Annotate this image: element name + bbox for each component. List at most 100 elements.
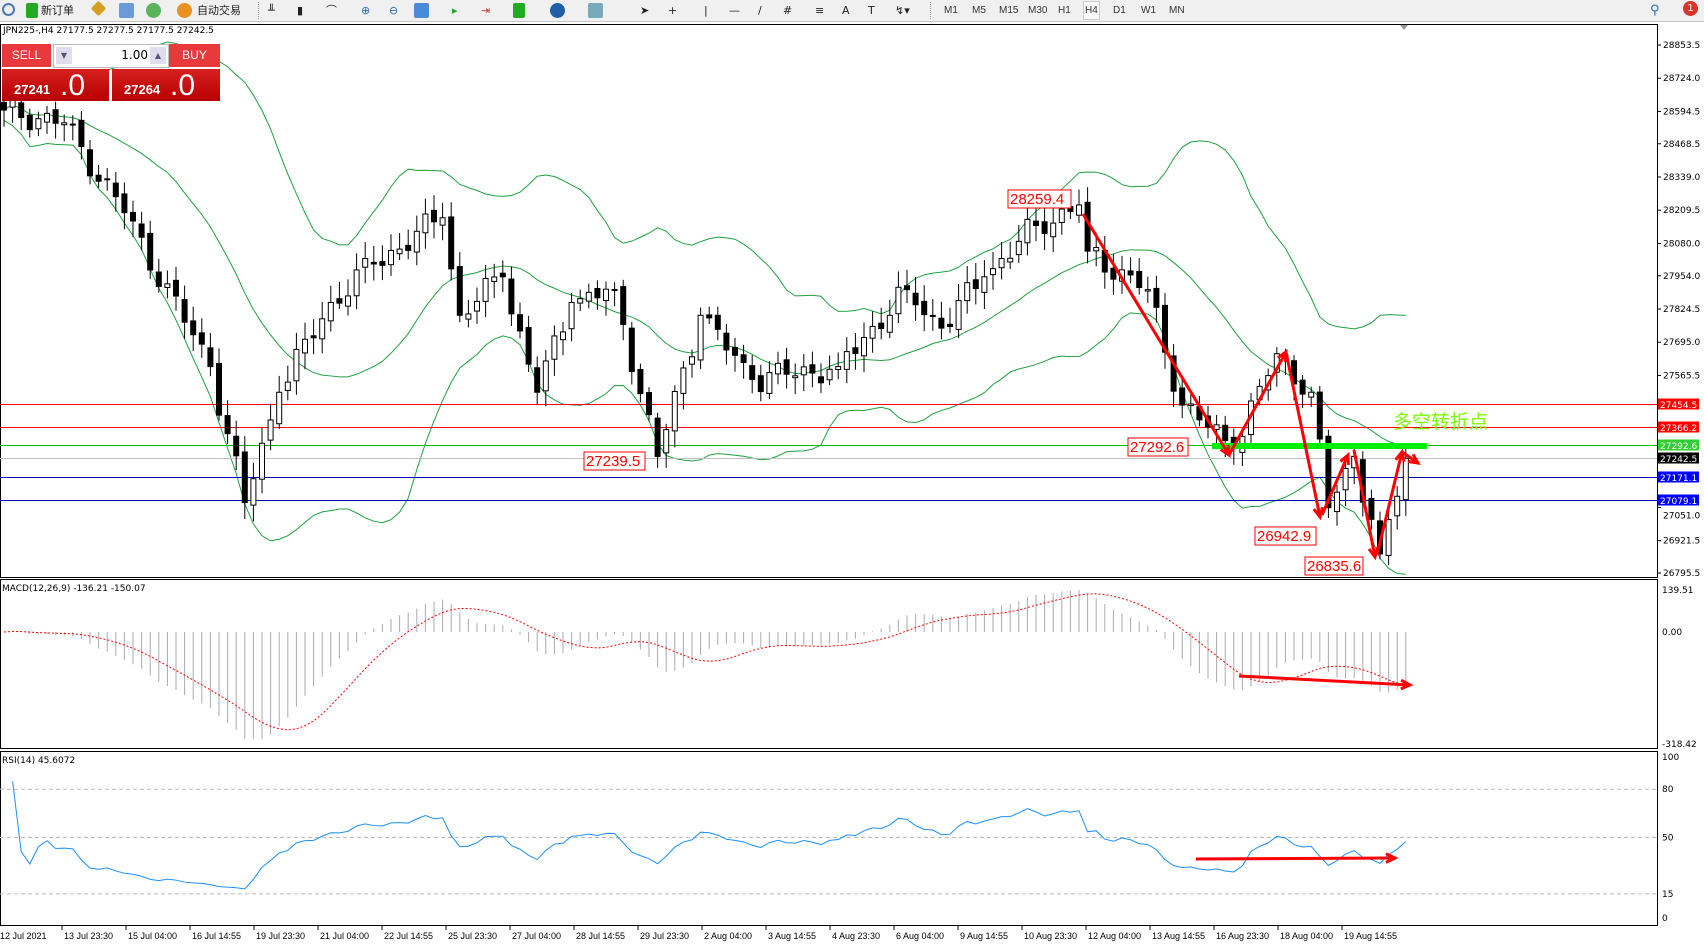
bull-candle-body <box>964 282 971 302</box>
vertical-line-icon[interactable]: | <box>704 4 708 17</box>
sell-price[interactable]: 27241 .0 <box>2 69 109 101</box>
candle <box>267 403 274 451</box>
price-axis-label: 28594.5 <box>1663 107 1700 117</box>
candle <box>826 355 833 386</box>
lot-decrease-icon[interactable]: ▼ <box>56 47 72 64</box>
auto-trading-button[interactable]: 自动交易 <box>197 4 241 17</box>
zoom-in-icon[interactable]: ⊕ <box>361 4 371 17</box>
bear-candle-body <box>525 327 532 365</box>
tile-windows-icon[interactable] <box>414 3 429 18</box>
bear-candle-body <box>706 314 713 319</box>
text-label-icon[interactable]: T <box>868 4 875 17</box>
candlestick-icon[interactable]: ▮ <box>297 4 304 17</box>
candle <box>886 299 893 339</box>
cursor-icon[interactable]: ➤ <box>640 4 650 17</box>
bear-candle-body <box>611 288 618 291</box>
candle <box>233 420 240 471</box>
candle <box>560 321 566 356</box>
bull-candle-body <box>689 356 695 365</box>
candle <box>319 302 326 354</box>
bear-candle-body <box>714 314 721 330</box>
price-axis-label: 27954.0 <box>1663 272 1700 282</box>
zoom-out-icon[interactable]: ⊖ <box>389 4 399 17</box>
candle <box>938 301 945 340</box>
timeframe-m30[interactable]: M30 <box>1028 5 1048 16</box>
bull-candle-body <box>327 301 334 322</box>
bear-candle-body <box>78 119 85 148</box>
bear-candle-body <box>1170 355 1177 392</box>
lot-value[interactable]: 1.00 <box>121 48 148 62</box>
bear-candle-body <box>1110 267 1117 280</box>
timeframe-m1[interactable]: M1 <box>944 5 958 16</box>
trend-arrow <box>1375 451 1404 556</box>
timeframe-h4[interactable]: H4 <box>1083 1 1100 20</box>
price-axis-label: 28339.0 <box>1663 173 1700 183</box>
new-order-button[interactable]: 新订单 <box>41 4 74 17</box>
search-icon[interactable]: ⚲ <box>1650 3 1660 18</box>
trendline-icon[interactable]: / <box>758 4 762 17</box>
terminal-icon[interactable] <box>119 3 134 18</box>
bull-candle-body <box>474 300 480 312</box>
candle <box>345 279 351 316</box>
timeframe-m5[interactable]: M5 <box>972 5 986 16</box>
lot-size-input[interactable]: ▼ 1.00 ▲ <box>53 44 169 68</box>
bull-candle-body <box>1076 204 1082 216</box>
bull-candle-body <box>1334 491 1340 513</box>
annotations: 多空转折点 28259.4 27239.5 27292.6 26942.9 26835.6 <box>583 189 1488 864</box>
text-icon[interactable]: A <box>842 4 850 17</box>
bear-candle-body <box>818 376 824 384</box>
notification-badge[interactable]: 1 <box>1683 1 1698 16</box>
line-chart-icon[interactable]: ⌒ <box>326 4 337 17</box>
candle <box>1308 386 1315 407</box>
time-axis-label: 12 Aug 04:00 <box>1088 931 1141 941</box>
horizontal-line-icon[interactable]: — <box>729 4 740 17</box>
level-tag <box>1658 471 1699 483</box>
bull-candle-body <box>1144 289 1151 292</box>
indicators-icon[interactable] <box>513 3 525 18</box>
bear-candle-body <box>1127 270 1134 276</box>
candle <box>112 172 119 212</box>
candle <box>474 287 480 324</box>
bear-candle-body <box>207 347 214 368</box>
candle <box>44 105 50 135</box>
sell-button[interactable]: SELL <box>2 44 51 67</box>
new-order-icon <box>26 3 38 18</box>
buy-button[interactable]: BUY <box>169 44 220 67</box>
periods-icon[interactable] <box>550 3 565 18</box>
candle <box>542 350 549 407</box>
buy-price[interactable]: 27264 .0 <box>112 69 220 101</box>
crosshair-icon[interactable]: + <box>668 4 678 17</box>
timeframe-mn[interactable]: MN <box>1169 5 1185 16</box>
candle <box>878 307 885 340</box>
bear-candle-body <box>233 435 240 457</box>
timeframe-h1[interactable]: H1 <box>1058 5 1071 16</box>
time-axis-label: 21 Jul 04:00 <box>320 931 369 941</box>
price-axis-label: 27565.5 <box>1663 371 1700 381</box>
candle <box>1024 203 1031 256</box>
fibonacci-icon[interactable]: ≡ <box>815 4 825 17</box>
candle <box>1153 275 1160 323</box>
signals-icon[interactable] <box>146 3 161 18</box>
toolbar: 新订单 自动交易 ╨ ▮ ⌒ ⊕ ⊖ ▸ ⇥ ➤ + | — / # ≡ A T… <box>0 0 1704 22</box>
candle <box>190 306 197 351</box>
lot-increase-icon[interactable]: ▲ <box>150 47 166 64</box>
candle <box>921 285 928 332</box>
bear-candle-body <box>130 211 136 222</box>
bear-candle-body <box>620 286 627 325</box>
timeframe-m15[interactable]: M15 <box>999 5 1019 16</box>
channel-icon[interactable]: # <box>783 4 793 17</box>
bull-candle-body <box>835 366 842 370</box>
autoscroll-icon[interactable]: ▸ <box>452 4 458 17</box>
arrows-icon[interactable]: ↯▾ <box>895 4 910 17</box>
bar-chart-icon[interactable]: ╨ <box>268 4 275 17</box>
templates-icon[interactable] <box>588 3 603 18</box>
timeframe-d1[interactable]: D1 <box>1113 5 1126 16</box>
rsi-axis-label: 50 <box>1662 834 1674 844</box>
bull-candle-body <box>302 338 308 354</box>
timeframe-w1[interactable]: W1 <box>1141 5 1156 16</box>
candle <box>818 363 824 394</box>
candle <box>284 365 291 401</box>
search-icon[interactable] <box>2 3 15 16</box>
chart-shift-icon[interactable]: ⇥ <box>481 4 491 17</box>
